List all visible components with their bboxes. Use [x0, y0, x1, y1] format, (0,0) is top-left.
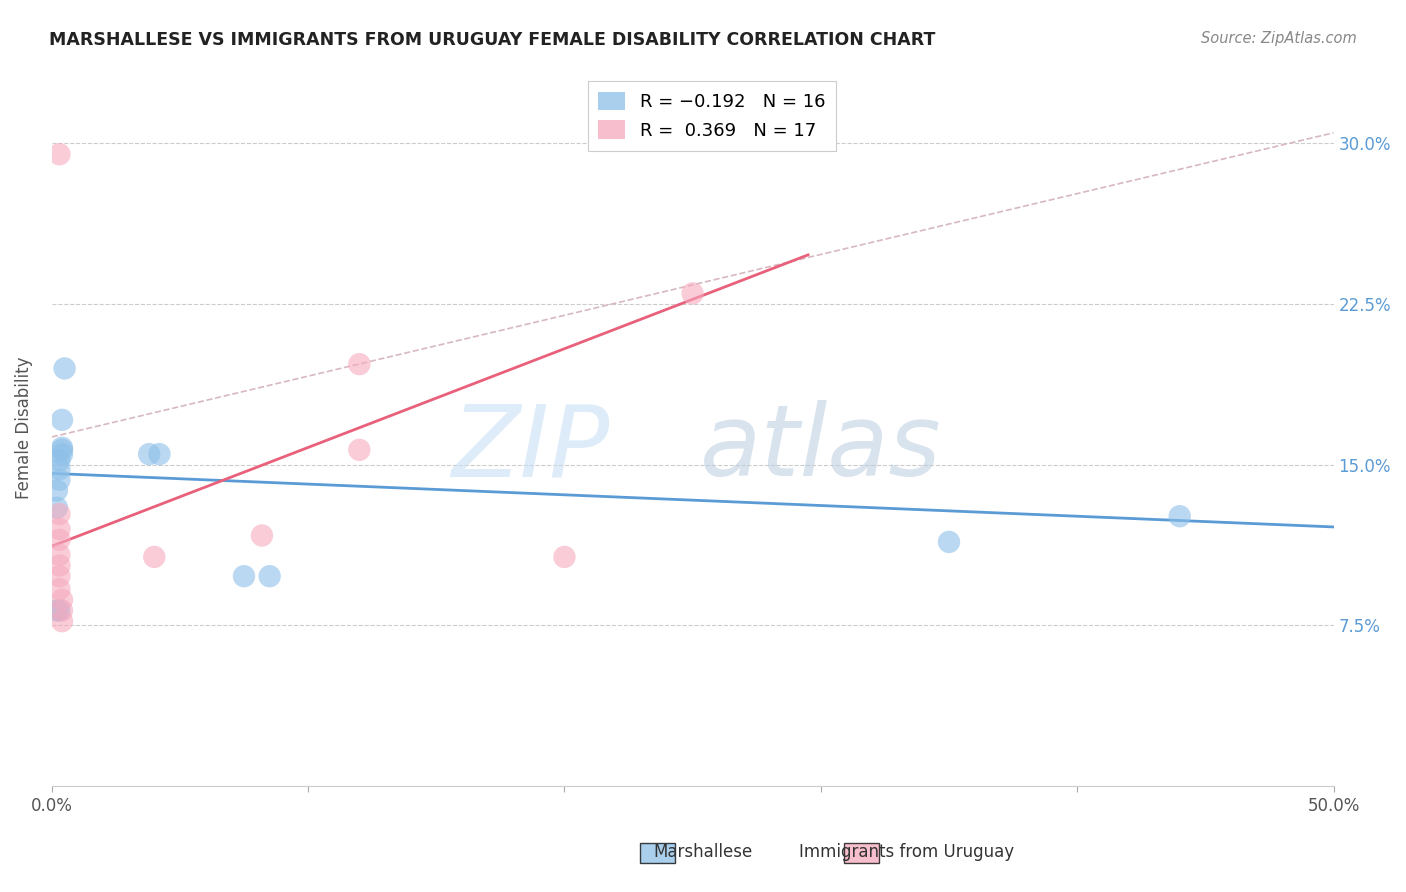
- Point: [51, 441, 73, 455]
- Point: [48, 462, 70, 476]
- Point: [349, 442, 371, 457]
- Point: [45, 603, 67, 617]
- Point: [51, 442, 73, 457]
- Point: [51, 614, 73, 628]
- Legend: R = −0.192   N = 16, R =  0.369   N = 17: R = −0.192 N = 16, R = 0.369 N = 17: [588, 81, 837, 151]
- Point: [138, 447, 160, 461]
- Point: [250, 528, 273, 542]
- Point: [682, 286, 704, 301]
- Text: atlas: atlas: [700, 401, 942, 498]
- Point: [51, 592, 73, 607]
- Point: [48, 473, 70, 487]
- Point: [553, 549, 575, 564]
- Point: [48, 453, 70, 467]
- Point: [48, 582, 70, 596]
- Point: [51, 413, 73, 427]
- Point: [938, 535, 960, 549]
- Point: [48, 548, 70, 562]
- Point: [48, 522, 70, 536]
- Point: [45, 500, 67, 515]
- Text: Marshallese: Marshallese: [654, 843, 752, 861]
- Point: [53, 361, 76, 376]
- Point: [148, 447, 170, 461]
- Text: ZIP: ZIP: [451, 401, 609, 498]
- Point: [45, 483, 67, 498]
- Point: [48, 533, 70, 547]
- Point: [48, 569, 70, 583]
- Text: Immigrants from Uruguay: Immigrants from Uruguay: [799, 843, 1015, 861]
- Point: [48, 147, 70, 161]
- Point: [48, 558, 70, 573]
- Y-axis label: Female Disability: Female Disability: [15, 356, 32, 499]
- Point: [143, 549, 166, 564]
- Point: [349, 357, 371, 371]
- Point: [51, 603, 73, 617]
- Point: [259, 569, 281, 583]
- Point: [1168, 509, 1191, 524]
- Point: [48, 507, 70, 521]
- Point: [51, 447, 73, 461]
- Point: [233, 569, 256, 583]
- Point: [48, 603, 70, 617]
- Text: Source: ZipAtlas.com: Source: ZipAtlas.com: [1201, 31, 1357, 46]
- Text: MARSHALLESE VS IMMIGRANTS FROM URUGUAY FEMALE DISABILITY CORRELATION CHART: MARSHALLESE VS IMMIGRANTS FROM URUGUAY F…: [49, 31, 935, 49]
